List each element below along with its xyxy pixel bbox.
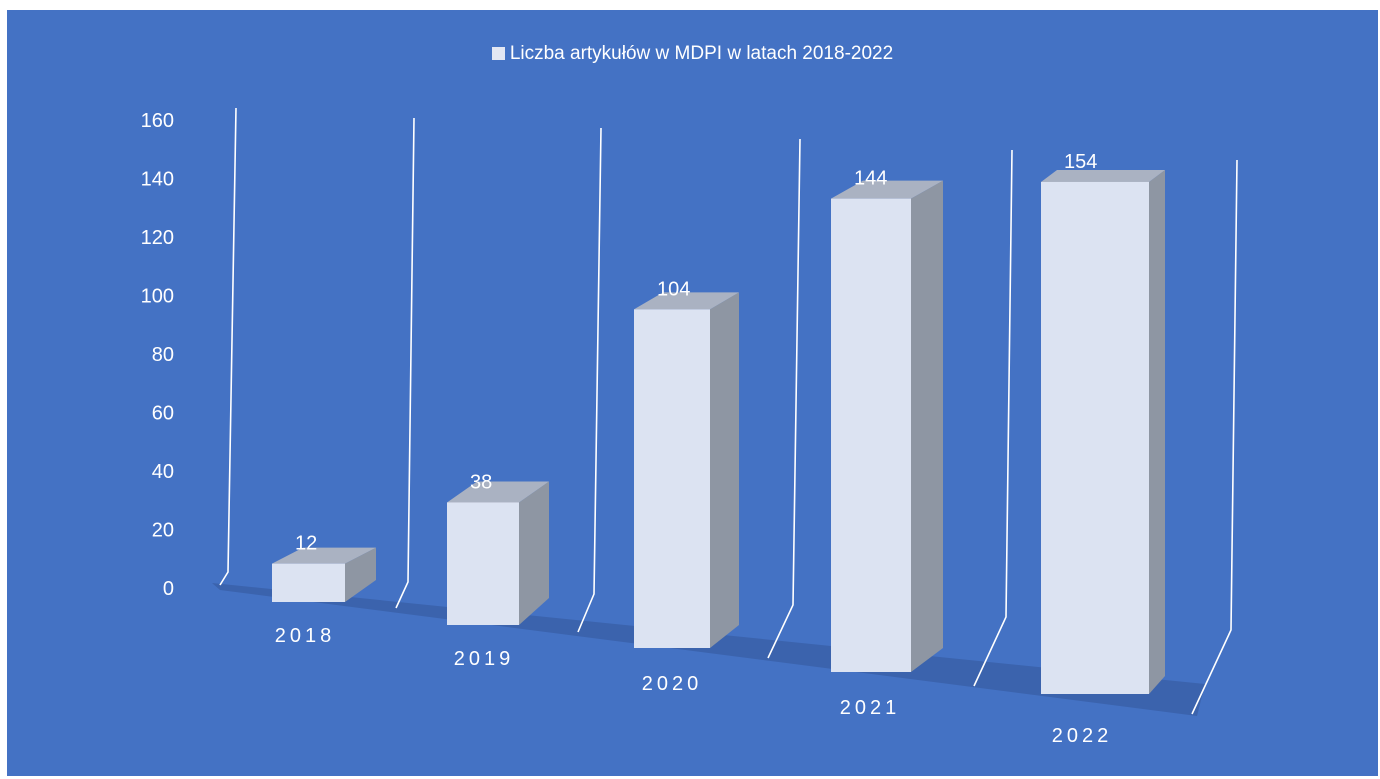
data-label-2018: 12 [295, 533, 317, 555]
y-tick-label: 60 [152, 403, 174, 425]
y-tick-label: 0 [163, 578, 174, 600]
bar-top-2019 [447, 481, 549, 503]
data-label-2022: 154 [1064, 151, 1097, 173]
x-category-label: 2018 [275, 625, 336, 647]
gridline-3 [767, 138, 801, 659]
bar-side-2022 [1149, 169, 1165, 694]
legend: Liczba artykułów w MDPI w latach 2018-20… [7, 43, 1378, 65]
bar-top-2021 [831, 180, 943, 199]
chart-area: Liczba artykułów w MDPI w latach 2018-20… [7, 10, 1378, 776]
y-tick-label: 160 [141, 110, 174, 132]
y-tick-label: 100 [141, 286, 174, 308]
bar-top-2018 [272, 547, 376, 564]
y-tick-label: 80 [152, 344, 174, 366]
bar-2021 [831, 198, 911, 672]
gridline-0 [219, 107, 237, 586]
x-category-label: 2022 [1052, 725, 1113, 747]
y-tick-label: 140 [141, 169, 174, 191]
bar-2022 [1041, 181, 1149, 694]
y-tick-label: 40 [152, 461, 174, 483]
data-label-2020: 104 [657, 278, 690, 300]
x-category-label: 2019 [454, 648, 515, 670]
y-tick-label: 120 [141, 227, 174, 249]
bar-2020 [634, 309, 710, 648]
data-label-2021: 144 [854, 168, 887, 190]
x-category-label: 2021 [840, 697, 901, 719]
legend-swatch [491, 47, 505, 60]
gridline-5 [1191, 159, 1238, 715]
x-category-label: 2020 [642, 673, 703, 695]
bar-top-2022 [1041, 169, 1165, 182]
gridline-1 [395, 117, 415, 609]
bar-top-2020 [634, 292, 739, 310]
gridline-4 [973, 149, 1013, 687]
legend-label: Liczba artykułów w MDPI w latach 2018-20… [509, 43, 894, 64]
bar-2018 [272, 563, 345, 602]
bar-side-2019 [519, 481, 549, 625]
data-label-2019: 38 [470, 471, 492, 493]
bar-side-2021 [911, 180, 943, 672]
bar-side-2020 [710, 292, 739, 648]
bar-side-2018 [345, 547, 376, 602]
y-tick-label: 20 [152, 520, 174, 542]
gridline-2 [577, 127, 602, 633]
chart-plot: 0 20 40 60 80 100 120 140 160 12 38 104 144 154 2018 20… [141, 107, 1238, 747]
bar-2019 [447, 502, 519, 625]
